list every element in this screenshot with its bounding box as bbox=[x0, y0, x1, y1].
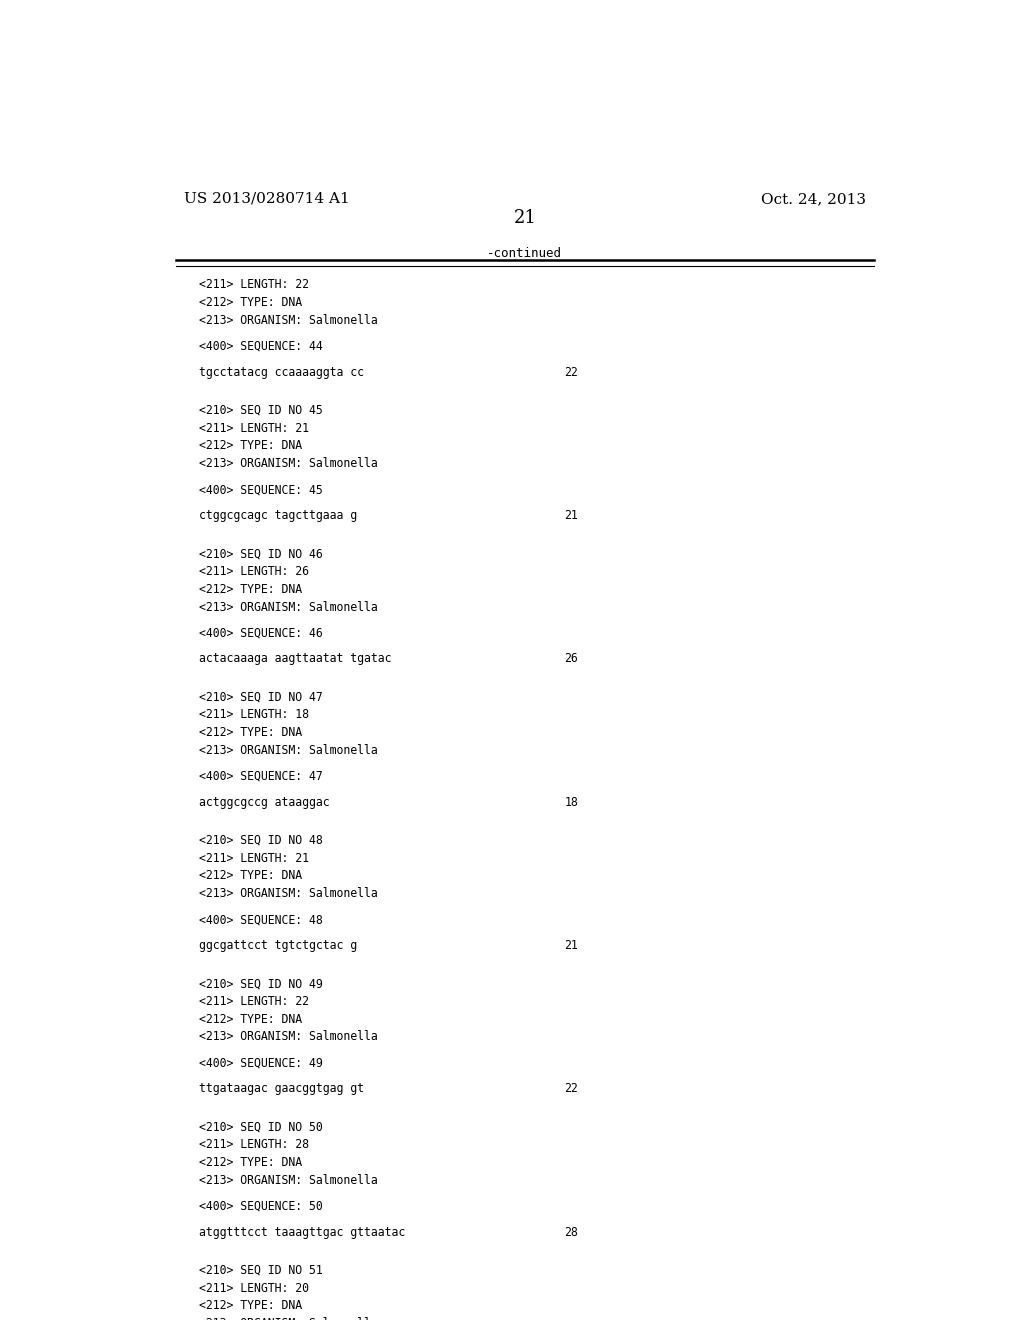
Text: <211> LENGTH: 18: <211> LENGTH: 18 bbox=[200, 709, 309, 721]
Text: 21: 21 bbox=[513, 210, 537, 227]
Text: <210> SEQ ID NO 49: <210> SEQ ID NO 49 bbox=[200, 977, 324, 990]
Text: <211> LENGTH: 26: <211> LENGTH: 26 bbox=[200, 565, 309, 578]
Text: <213> ORGANISM: Salmonella: <213> ORGANISM: Salmonella bbox=[200, 601, 378, 614]
Text: <212> TYPE: DNA: <212> TYPE: DNA bbox=[200, 1012, 302, 1026]
Text: -continued: -continued bbox=[487, 247, 562, 260]
Text: <213> ORGANISM: Salmonella: <213> ORGANISM: Salmonella bbox=[200, 887, 378, 900]
Text: <400> SEQUENCE: 46: <400> SEQUENCE: 46 bbox=[200, 627, 324, 639]
Text: <212> TYPE: DNA: <212> TYPE: DNA bbox=[200, 582, 302, 595]
Text: 28: 28 bbox=[564, 1225, 579, 1238]
Text: 18: 18 bbox=[564, 796, 579, 809]
Text: Oct. 24, 2013: Oct. 24, 2013 bbox=[761, 191, 866, 206]
Text: <211> LENGTH: 22: <211> LENGTH: 22 bbox=[200, 995, 309, 1008]
Text: tgcctatacg ccaaaaggta cc: tgcctatacg ccaaaaggta cc bbox=[200, 366, 365, 379]
Text: 26: 26 bbox=[564, 652, 579, 665]
Text: <211> LENGTH: 22: <211> LENGTH: 22 bbox=[200, 279, 309, 292]
Text: <210> SEQ ID NO 47: <210> SEQ ID NO 47 bbox=[200, 690, 324, 704]
Text: <213> ORGANISM: Salmonella: <213> ORGANISM: Salmonella bbox=[200, 1317, 378, 1320]
Text: actggcgccg ataaggac: actggcgccg ataaggac bbox=[200, 796, 330, 809]
Text: <400> SEQUENCE: 47: <400> SEQUENCE: 47 bbox=[200, 770, 324, 783]
Text: 22: 22 bbox=[564, 1082, 579, 1096]
Text: <400> SEQUENCE: 48: <400> SEQUENCE: 48 bbox=[200, 913, 324, 927]
Text: <210> SEQ ID NO 50: <210> SEQ ID NO 50 bbox=[200, 1121, 324, 1134]
Text: <211> LENGTH: 28: <211> LENGTH: 28 bbox=[200, 1138, 309, 1151]
Text: atggtttcct taaagttgac gttaatac: atggtttcct taaagttgac gttaatac bbox=[200, 1225, 406, 1238]
Text: <213> ORGANISM: Salmonella: <213> ORGANISM: Salmonella bbox=[200, 1173, 378, 1187]
Text: <210> SEQ ID NO 46: <210> SEQ ID NO 46 bbox=[200, 548, 324, 560]
Text: 22: 22 bbox=[564, 366, 579, 379]
Text: <211> LENGTH: 21: <211> LENGTH: 21 bbox=[200, 851, 309, 865]
Text: <400> SEQUENCE: 49: <400> SEQUENCE: 49 bbox=[200, 1056, 324, 1069]
Text: <213> ORGANISM: Salmonella: <213> ORGANISM: Salmonella bbox=[200, 314, 378, 327]
Text: 21: 21 bbox=[564, 939, 579, 952]
Text: <400> SEQUENCE: 45: <400> SEQUENCE: 45 bbox=[200, 483, 324, 496]
Text: <211> LENGTH: 20: <211> LENGTH: 20 bbox=[200, 1282, 309, 1295]
Text: <213> ORGANISM: Salmonella: <213> ORGANISM: Salmonella bbox=[200, 1031, 378, 1044]
Text: <210> SEQ ID NO 48: <210> SEQ ID NO 48 bbox=[200, 834, 324, 847]
Text: <211> LENGTH: 21: <211> LENGTH: 21 bbox=[200, 421, 309, 434]
Text: US 2013/0280714 A1: US 2013/0280714 A1 bbox=[183, 191, 349, 206]
Text: ctggcgcagc tagcttgaaa g: ctggcgcagc tagcttgaaa g bbox=[200, 510, 357, 521]
Text: <400> SEQUENCE: 44: <400> SEQUENCE: 44 bbox=[200, 339, 324, 352]
Text: <212> TYPE: DNA: <212> TYPE: DNA bbox=[200, 440, 302, 453]
Text: <213> ORGANISM: Salmonella: <213> ORGANISM: Salmonella bbox=[200, 744, 378, 756]
Text: <212> TYPE: DNA: <212> TYPE: DNA bbox=[200, 296, 302, 309]
Text: <210> SEQ ID NO 45: <210> SEQ ID NO 45 bbox=[200, 404, 324, 417]
Text: <212> TYPE: DNA: <212> TYPE: DNA bbox=[200, 1156, 302, 1170]
Text: <212> TYPE: DNA: <212> TYPE: DNA bbox=[200, 726, 302, 739]
Text: ttgataagac gaacggtgag gt: ttgataagac gaacggtgag gt bbox=[200, 1082, 365, 1096]
Text: actacaaaga aagttaatat tgatac: actacaaaga aagttaatat tgatac bbox=[200, 652, 392, 665]
Text: ggcgattcct tgtctgctac g: ggcgattcct tgtctgctac g bbox=[200, 939, 357, 952]
Text: <213> ORGANISM: Salmonella: <213> ORGANISM: Salmonella bbox=[200, 457, 378, 470]
Text: 21: 21 bbox=[564, 510, 579, 521]
Text: <210> SEQ ID NO 51: <210> SEQ ID NO 51 bbox=[200, 1263, 324, 1276]
Text: <212> TYPE: DNA: <212> TYPE: DNA bbox=[200, 870, 302, 882]
Text: <400> SEQUENCE: 50: <400> SEQUENCE: 50 bbox=[200, 1200, 324, 1213]
Text: <212> TYPE: DNA: <212> TYPE: DNA bbox=[200, 1299, 302, 1312]
